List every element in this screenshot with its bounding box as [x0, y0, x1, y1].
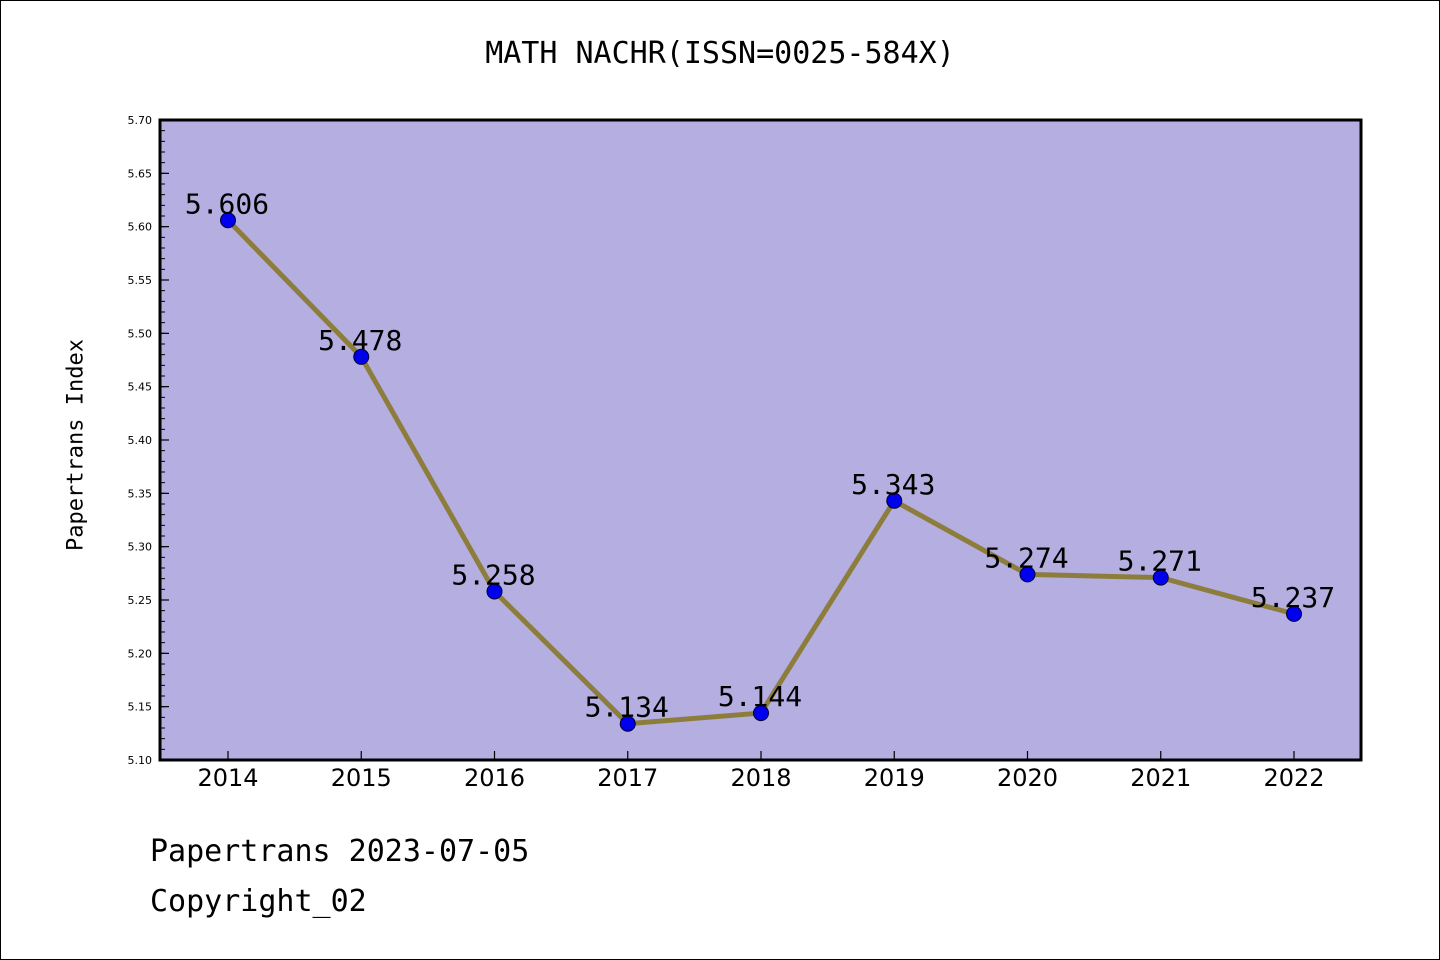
y-tick-label: 5.20: [128, 647, 153, 660]
data-point: [353, 348, 370, 365]
x-tick-label: 2016: [464, 764, 525, 792]
data-label: 5.271: [1118, 545, 1202, 578]
y-tick-label: 5.30: [128, 541, 153, 554]
x-tick-label: 2014: [197, 764, 258, 792]
data-point: [220, 212, 236, 229]
chart-title: MATH NACHR(ISSN=0025-584X): [485, 36, 955, 71]
data-label: 5.258: [451, 558, 535, 591]
x-tick-label: 2017: [597, 764, 658, 792]
x-tick-label: 2022: [1263, 764, 1324, 792]
y-tick-label: 5.45: [128, 381, 153, 394]
y-tick-label: 5.60: [128, 221, 153, 234]
data-point: [486, 583, 503, 600]
y-tick-label: 5.70: [128, 114, 153, 127]
x-tick-label: 2021: [1130, 764, 1191, 792]
plot-border: [158, 118, 1363, 762]
data-point: [619, 715, 636, 732]
x-tick-label: 2020: [997, 764, 1058, 792]
x-tick-label: 2018: [730, 764, 791, 792]
y-tick-label: 5.10: [128, 754, 153, 767]
y-tick-label: 5.35: [128, 487, 153, 500]
data-point: [1152, 569, 1169, 586]
data-label: 5.274: [984, 541, 1068, 574]
data-label: 5.478: [318, 324, 402, 357]
data-point: [1286, 605, 1302, 622]
data-label: 5.237: [1251, 581, 1335, 614]
data-label: 5.134: [585, 691, 669, 724]
y-tick-label: 5.55: [128, 274, 153, 287]
footer-date: Papertrans 2023-07-05: [150, 834, 530, 869]
data-point: [1019, 566, 1036, 583]
plot-area: [160, 120, 1361, 760]
data-point: [753, 705, 769, 722]
y-tick-label: 5.15: [128, 701, 153, 714]
y-tick-label: 5.50: [128, 327, 153, 340]
y-tick-label: 5.25: [128, 594, 153, 607]
x-tick-label: 2019: [864, 764, 925, 792]
y-tick-label: 5.40: [128, 434, 153, 447]
y-tick-label: 5.65: [128, 167, 153, 180]
data-label: 5.606: [185, 187, 269, 220]
x-tick-label: 2015: [331, 764, 392, 792]
data-label: 5.144: [718, 680, 802, 713]
data-label: 5.343: [851, 468, 935, 501]
data-point: [886, 492, 903, 509]
footer-copyright: Copyright_02: [150, 884, 367, 919]
